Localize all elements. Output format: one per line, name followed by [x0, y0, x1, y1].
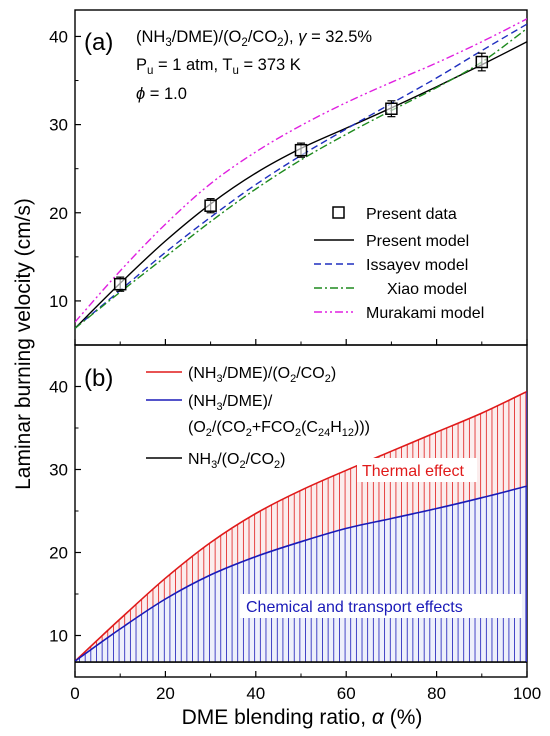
panel-a-markers [113, 52, 489, 292]
axis-ticks: 0 20 40 60 80 100 10 20 30 40 10 20 30 40 [49, 27, 541, 703]
panel-a-series-2 [75, 27, 527, 329]
panel-a-y-tick-label: 30 [49, 116, 68, 135]
data-marker [385, 102, 398, 115]
panel-a-legend: Present data Present model Issayev model… [314, 206, 484, 322]
panel-a-series-1 [75, 23, 527, 329]
legend-xiao-label: Xiao model [387, 281, 467, 298]
panel-b-series-1 [75, 485, 527, 662]
data-marker [294, 143, 308, 157]
x-tick-label: 20 [156, 684, 175, 703]
panel-a-y-tick-label: 10 [49, 292, 68, 311]
panel-b-y-tick-label: 30 [49, 461, 68, 480]
x-tick-label: 0 [70, 684, 79, 703]
panel-a-y-tick-label: 40 [49, 27, 68, 46]
thermal-label-bg [357, 458, 477, 482]
legend-b-blue-label-line2: (O2/(CO2+FCO2(C24H12))) [188, 419, 370, 439]
panel-a-series-3 [75, 18, 527, 323]
panel-b-lines [75, 390, 527, 663]
panel-b-y-tick-label: 40 [49, 378, 68, 397]
panel-a-y-tick-label: 20 [49, 204, 68, 223]
chemical-effect-label: Chemical and transport effects [246, 599, 463, 616]
data-marker [204, 199, 217, 212]
panel-b-label: (b) [84, 365, 113, 392]
panel-b-y-tick-label: 20 [49, 544, 68, 563]
data-marker [113, 277, 127, 291]
x-axis-label: DME blending ratio, α (%) [182, 706, 423, 729]
panel-a-condition-line1: (NH3/DME)/(O2/CO2), γ = 32.5% [136, 28, 372, 49]
panel-a-label: (a) [84, 29, 113, 56]
legend-present-data-label: Present data [366, 206, 457, 223]
legend-present-model-label: Present model [366, 233, 469, 250]
x-tick-label: 80 [427, 684, 446, 703]
legend-present-data-marker [332, 206, 345, 219]
x-tick-label: 100 [513, 684, 541, 703]
panel-b-y-tick-label: 10 [49, 627, 68, 646]
legend-issayev-label: Issayev model [366, 257, 468, 274]
legend-murakami-label: Murakami model [366, 305, 484, 322]
panel-b-legend: (NH3/DME)/(O2/CO2) (NH3/DME)/ (O2/(CO2+F… [146, 365, 370, 471]
panel-a-condition-line3: ϕ = 1.0 [136, 85, 187, 103]
panel-a-condition-line2: Pu = 1 atm, Tu = 373 K [136, 56, 301, 77]
thermal-effect-label: Thermal effect [362, 463, 465, 480]
x-tick-label: 60 [337, 684, 356, 703]
legend-b-blue-label-line1: (NH3/DME)/ [188, 393, 273, 413]
x-tick-label: 40 [246, 684, 265, 703]
legend-b-black-label: NH3/(O2/CO2) [188, 451, 285, 471]
y-axis-label: Laminar burning velocity (cm/s) [12, 198, 35, 490]
data-marker [475, 55, 489, 69]
chemical-label-bg [240, 594, 522, 618]
panel-b-series-0 [75, 390, 527, 662]
chemical-effect-fill [75, 486, 527, 663]
legend-b-red-label: (NH3/DME)/(O2/CO2) [188, 365, 336, 385]
